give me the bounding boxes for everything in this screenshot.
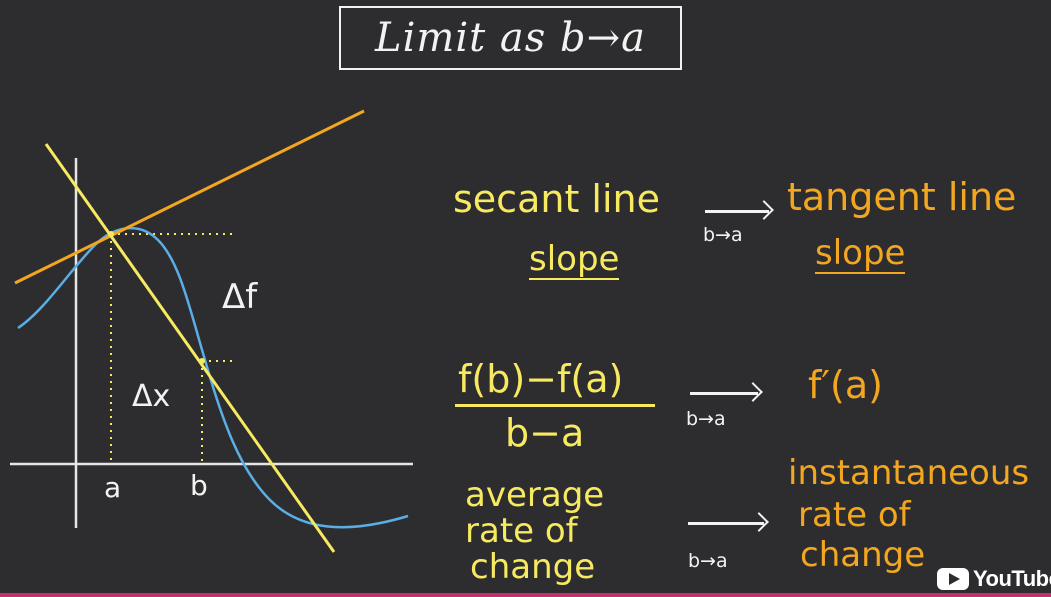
tangent-line-text: tangent line — [787, 175, 1017, 219]
youtube-watermark[interactable]: YouTube — [937, 566, 1051, 592]
delta-f-label: Δf — [222, 277, 258, 317]
arrow-row2 — [690, 392, 758, 395]
instantaneous-text: instantaneous — [788, 453, 1030, 493]
arrow-row3-label: b→a — [688, 550, 728, 572]
youtube-text: YouTube — [973, 566, 1051, 591]
point-b — [199, 358, 205, 364]
change-text-right: change — [800, 535, 926, 575]
arrow-row1-label: b→a — [703, 224, 743, 246]
secant-slope-text: slope — [529, 239, 620, 280]
secant-line — [44, 143, 336, 553]
function-curve — [17, 226, 409, 529]
average-text: average — [465, 475, 605, 515]
arrow-row1 — [705, 210, 769, 213]
title-box: Limit as b→a — [339, 6, 682, 70]
fraction-bar — [455, 404, 655, 407]
arrow-row3 — [688, 522, 764, 525]
tangent-slope-text: slope — [815, 233, 906, 274]
delta-x-label: Δx — [132, 379, 171, 414]
rate-of-text-right: rate of — [798, 495, 911, 535]
tangent-line — [14, 109, 365, 285]
secant-line-text: secant line — [453, 177, 660, 221]
derivative-text: f′(a) — [808, 363, 883, 407]
tick-label-a: a — [104, 471, 122, 504]
point-a — [108, 231, 114, 237]
youtube-play-icon — [937, 568, 969, 590]
arrow-row2-label: b→a — [686, 408, 726, 430]
difference-quotient-denominator: b−a — [505, 411, 585, 455]
title-text: Limit as b→a — [375, 15, 646, 61]
graph — [10, 109, 413, 553]
rate-of-text-left: rate of — [465, 511, 578, 551]
progress-bar[interactable] — [0, 593, 1051, 597]
change-text-left: change — [470, 547, 596, 587]
tick-label-b: b — [190, 469, 208, 502]
difference-quotient-numerator: f(b)−f(a) — [458, 357, 624, 401]
